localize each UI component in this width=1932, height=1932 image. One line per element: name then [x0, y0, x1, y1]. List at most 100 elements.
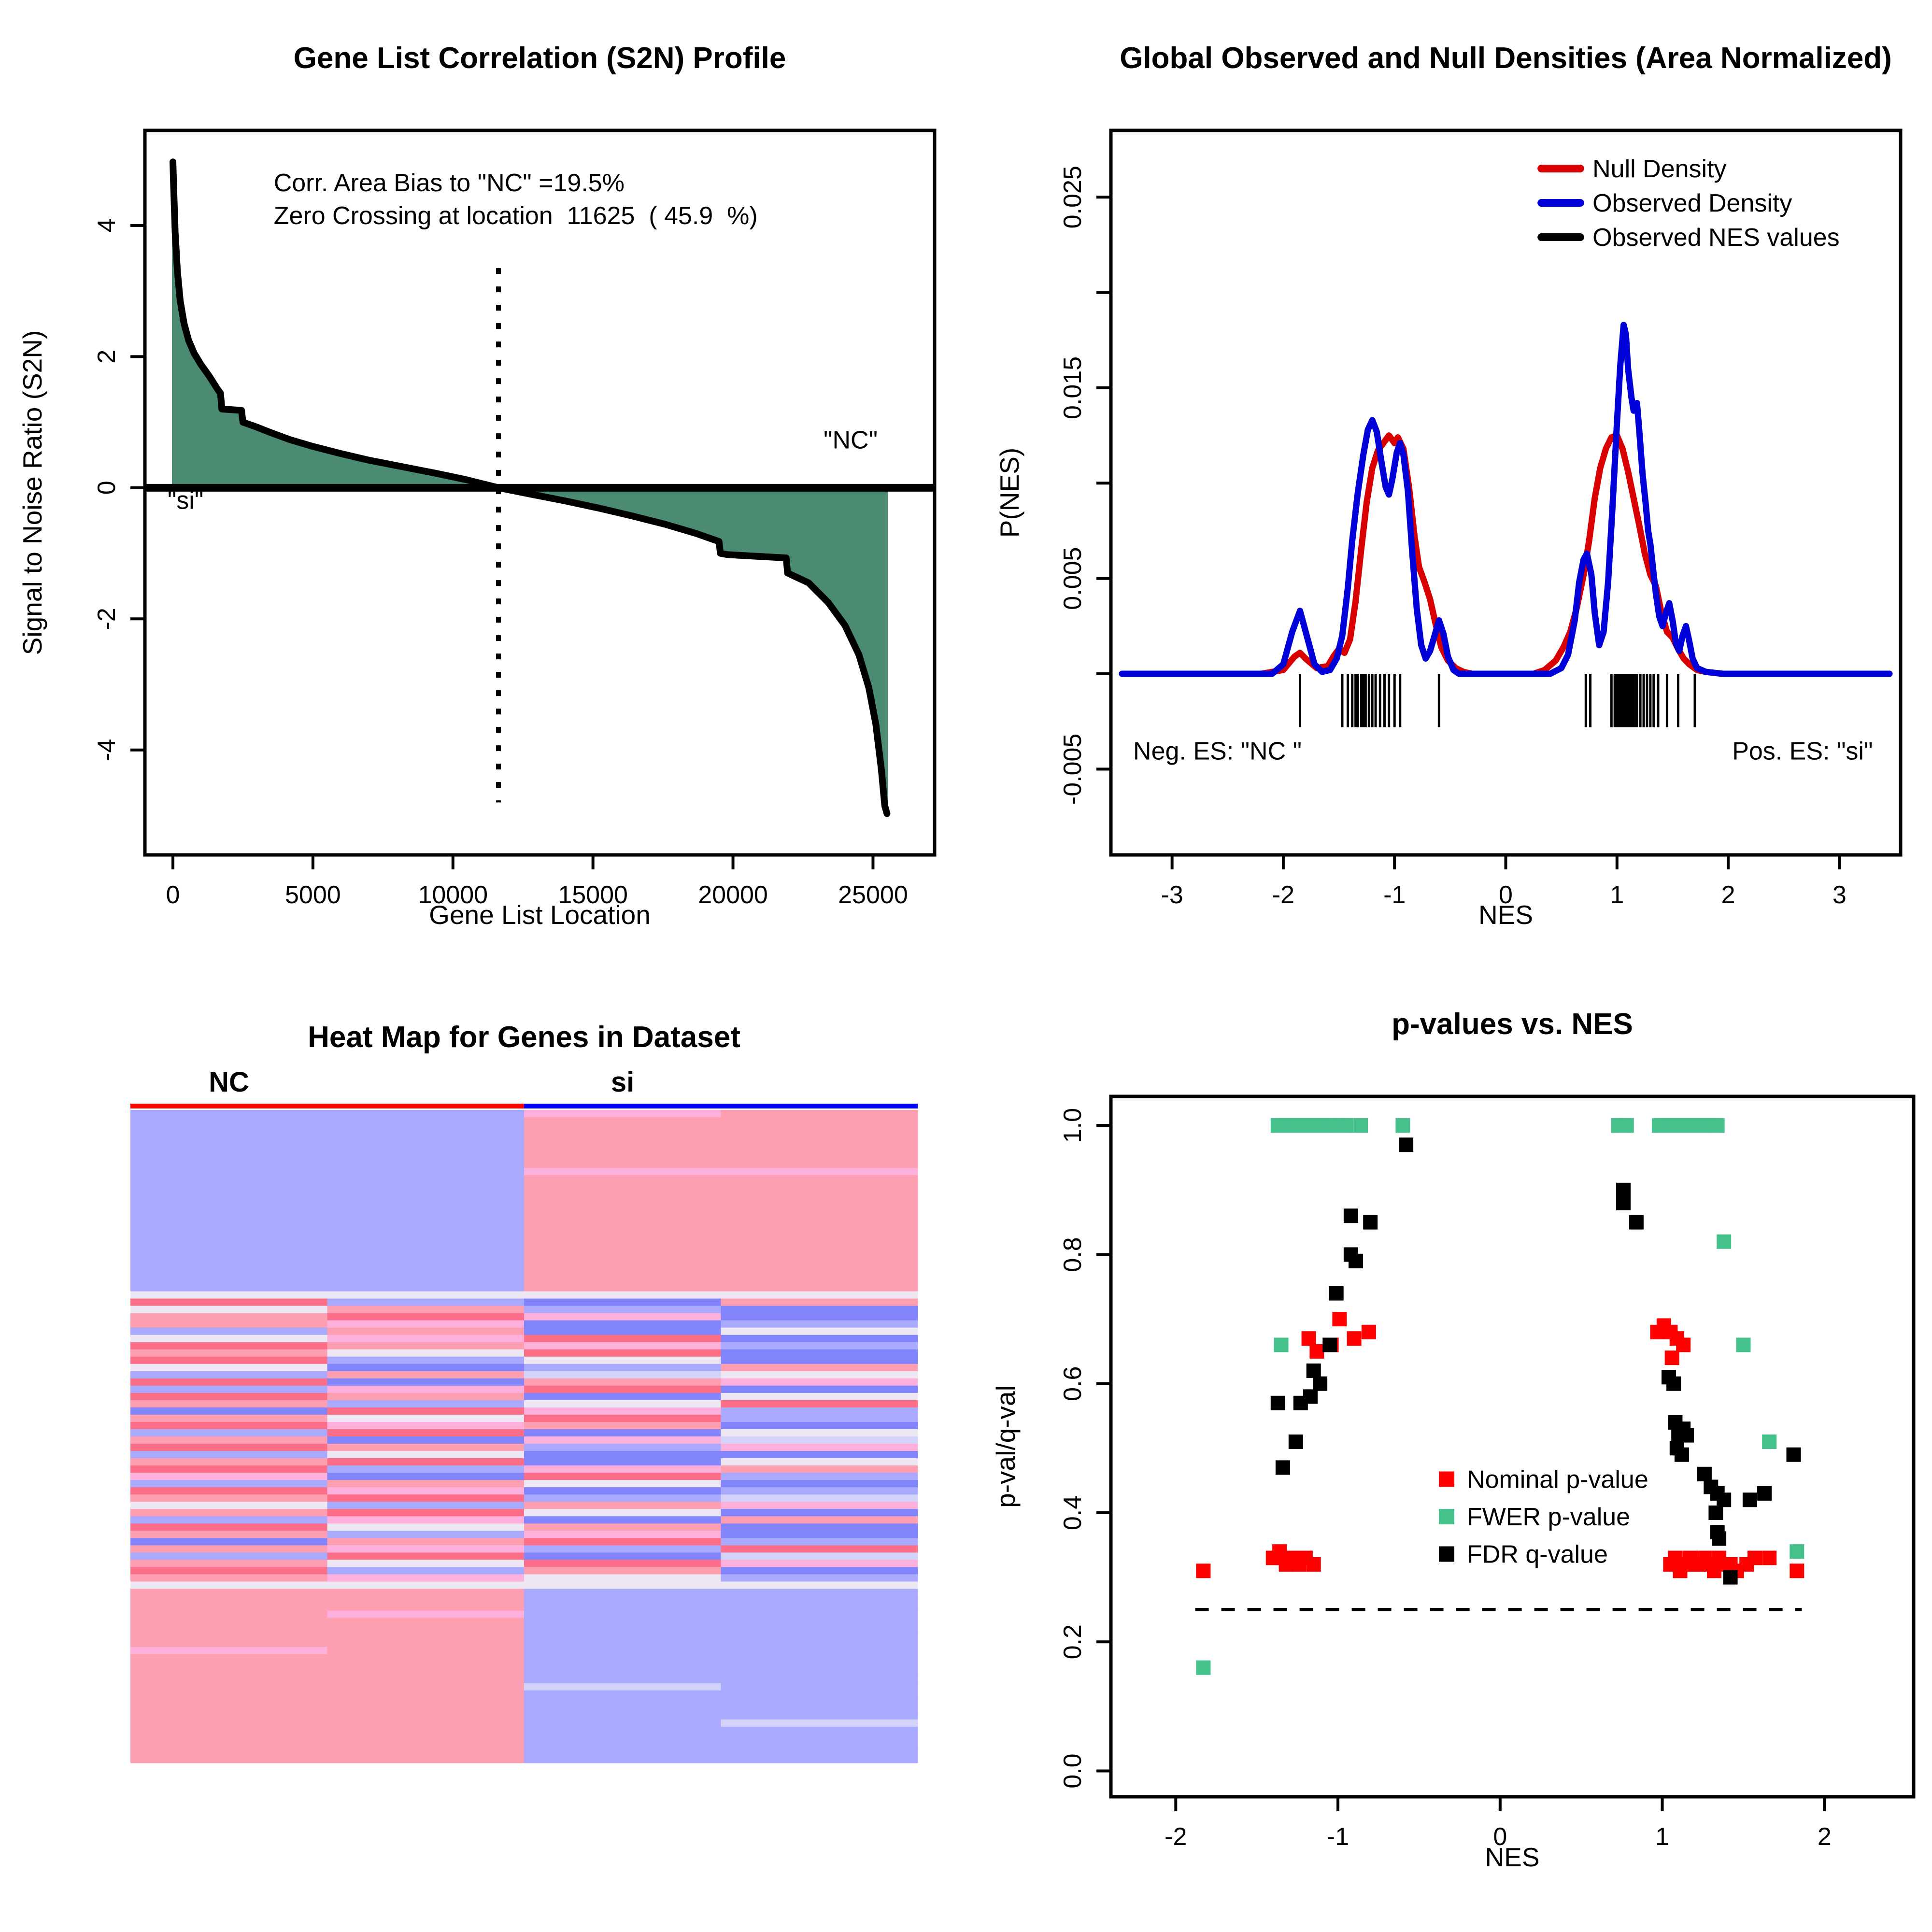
heatmap-cell: [327, 1421, 525, 1430]
panel-title: Global Observed and Null Densities (Area…: [1120, 42, 1892, 75]
heatmap-cell: [721, 1168, 918, 1176]
heatmap-cell: [130, 1733, 327, 1742]
heatmap-cell: [524, 1444, 721, 1451]
x-tick-label: 0: [166, 881, 180, 909]
data-point: [1313, 1376, 1328, 1391]
s2n-plot: Corr. Area Bias to "NC" =19.5% Zero Cross…: [93, 128, 937, 909]
x-tick-label: 3: [1833, 881, 1847, 909]
heatmap-plot: [130, 1104, 918, 1763]
heatmap-cell: [721, 1552, 918, 1560]
heatmap-cell: [721, 1581, 918, 1589]
heatmap-cell: [721, 1197, 918, 1205]
heatmap-cells: [130, 1110, 918, 1763]
data-point: [1306, 1364, 1321, 1378]
heatmap-cell: [721, 1182, 918, 1190]
heatmap-cell: [327, 1741, 525, 1749]
pvalues-plot: Nominal p-value FWER p-value FDR q-value -2…: [1059, 1094, 1916, 1851]
heatmap-cell: [524, 1502, 721, 1509]
data-point: [1790, 1563, 1804, 1578]
heatmap-cell: [524, 1233, 721, 1241]
heatmap-cell: [130, 1465, 327, 1473]
heatmap-cell: [524, 1284, 721, 1292]
heatmap-cell: [327, 1124, 525, 1132]
heatmap-cell: [130, 1523, 327, 1531]
heatmap-cell: [130, 1603, 327, 1611]
heatmap-cell: [721, 1211, 918, 1219]
heatmap-cell: [721, 1712, 918, 1720]
heatmap-cell: [327, 1306, 525, 1314]
heatmap-cell: [327, 1712, 525, 1720]
heatmap-cell: [524, 1465, 721, 1473]
heatmap-cell: [524, 1487, 721, 1495]
heatmap-cell: [524, 1306, 721, 1314]
heatmap-cell: [327, 1647, 525, 1655]
heatmap-cell: [721, 1726, 918, 1734]
panel-densities: Global Observed and Null Densities (Area…: [966, 0, 1932, 966]
heatmap-cell: [327, 1480, 525, 1488]
heatmap-cell: [327, 1392, 525, 1401]
x-tick-label: 2: [1818, 1823, 1832, 1851]
heatmap-cell: [721, 1190, 918, 1197]
heatmap-cell: [327, 1385, 525, 1393]
heatmap-cell: [327, 1632, 525, 1640]
heatmap-cell: [130, 1581, 327, 1589]
data-point: [1288, 1435, 1303, 1449]
heatmap-cell: [327, 1269, 525, 1278]
heatmap-cell: [524, 1110, 721, 1118]
heatmap-cell: [130, 1668, 327, 1676]
data-point: [1322, 1337, 1337, 1352]
heatmap-cell: [327, 1320, 525, 1328]
heatmap-cell: [130, 1683, 327, 1691]
heatmap-cell: [721, 1132, 918, 1139]
heatmap-cell: [130, 1320, 327, 1328]
heatmap-cell: [721, 1306, 918, 1314]
heatmap-cell: [524, 1748, 721, 1756]
heatmap-cell: [721, 1741, 918, 1749]
heatmap-cell: [524, 1132, 721, 1139]
y-tick-label: 0: [93, 481, 121, 495]
heatmap-cell: [721, 1124, 918, 1132]
heatmap-cell: [524, 1429, 721, 1437]
heatmap-cell: [130, 1755, 327, 1763]
heatmap-cell: [524, 1480, 721, 1488]
heatmap-cell: [524, 1190, 721, 1197]
heatmap-cell: [524, 1392, 721, 1401]
heatmap-cell: [524, 1610, 721, 1619]
heatmap-cell: [524, 1262, 721, 1270]
heatmap-cell: [721, 1502, 918, 1509]
heatmap-cell: [327, 1117, 525, 1125]
heatmap-cell: [524, 1683, 721, 1691]
phenotype-label-right: "NC": [824, 426, 878, 454]
x-tick-label: 1: [1655, 1823, 1669, 1851]
heatmap-cell: [130, 1719, 327, 1727]
heatmap-cell: [721, 1161, 918, 1168]
data-point: [1786, 1447, 1801, 1462]
heatmap-cell: [524, 1298, 721, 1307]
x-tick-label: -1: [1327, 1823, 1349, 1851]
heatmap-cell: [524, 1378, 721, 1386]
heatmap-cell: [327, 1690, 525, 1698]
heatmap-cell: [130, 1705, 327, 1713]
heatmap-cell: [721, 1632, 918, 1640]
heatmap-cell: [524, 1545, 721, 1553]
plot-box: [143, 128, 937, 857]
heatmap-cell: [721, 1175, 918, 1183]
heatmap-cell: [524, 1705, 721, 1713]
heatmap-cell: [130, 1124, 327, 1132]
heatmap-cell: [327, 1190, 525, 1197]
heatmap-cell: [721, 1647, 918, 1655]
heatmap-cell: [524, 1255, 721, 1263]
heatmap-cell: [721, 1421, 918, 1430]
heatmap-cell: [327, 1748, 525, 1756]
observed-density-curve: [1119, 322, 1893, 677]
heatmap-cell: [721, 1269, 918, 1278]
data-point: [1395, 1118, 1410, 1133]
heatmap-cell: [327, 1182, 525, 1190]
heatmap-cell: [130, 1349, 327, 1357]
heatmap-cell: [130, 1516, 327, 1524]
heatmap-cell: [327, 1654, 525, 1662]
heatmap-cell: [130, 1132, 327, 1139]
y-tick-label: -4: [93, 739, 121, 761]
heatmap-cell: [130, 1262, 327, 1270]
panel-s2n-profile: Gene List Correlation (S2N) Profile Corr…: [0, 0, 966, 966]
